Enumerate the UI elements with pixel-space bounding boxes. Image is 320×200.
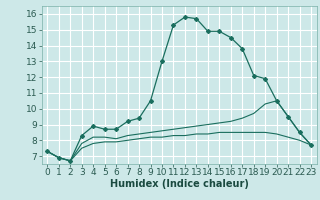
X-axis label: Humidex (Indice chaleur): Humidex (Indice chaleur) xyxy=(110,179,249,189)
